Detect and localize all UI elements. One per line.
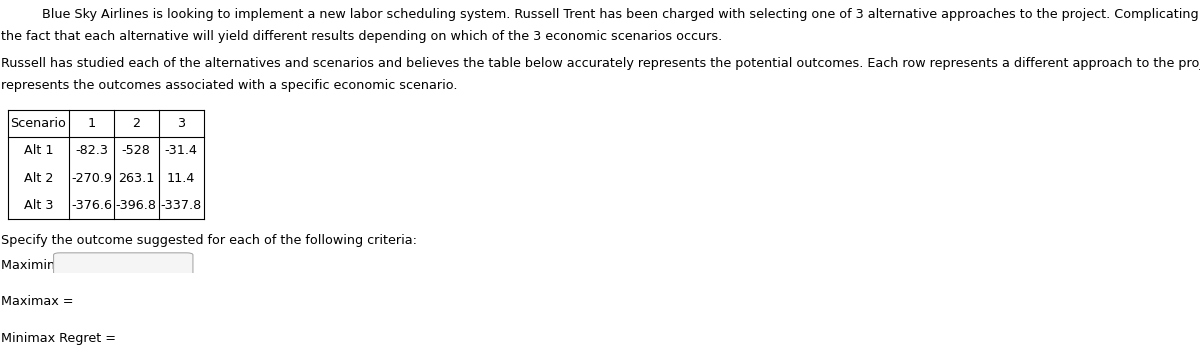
Text: represents the outcomes associated with a specific economic scenario.: represents the outcomes associated with … — [1, 79, 458, 92]
Text: 11.4: 11.4 — [167, 172, 196, 185]
Text: -528: -528 — [122, 145, 151, 157]
Text: -82.3: -82.3 — [74, 145, 108, 157]
FancyBboxPatch shape — [54, 289, 193, 314]
Text: Blue Sky Airlines is looking to implement a new labor scheduling system. Russell: Blue Sky Airlines is looking to implemen… — [30, 8, 1200, 21]
Text: Scenario: Scenario — [11, 117, 66, 130]
Text: Minimax Regret =: Minimax Regret = — [1, 332, 116, 345]
Text: 3: 3 — [178, 117, 185, 130]
FancyBboxPatch shape — [54, 253, 193, 278]
Text: -376.6: -376.6 — [71, 199, 112, 212]
Text: Maximax =: Maximax = — [1, 295, 74, 308]
Text: 2: 2 — [132, 117, 140, 130]
Text: 263.1: 263.1 — [118, 172, 155, 185]
Text: Maximin =: Maximin = — [1, 259, 71, 272]
Text: Alt 3: Alt 3 — [24, 199, 53, 212]
Text: -270.9: -270.9 — [71, 172, 112, 185]
Text: -396.8: -396.8 — [115, 199, 157, 212]
Text: -31.4: -31.4 — [164, 145, 198, 157]
Text: Alt 2: Alt 2 — [24, 172, 53, 185]
Text: Specify the outcome suggested for each of the following criteria:: Specify the outcome suggested for each o… — [1, 234, 418, 247]
Text: -337.8: -337.8 — [161, 199, 202, 212]
Text: Russell has studied each of the alternatives and scenarios and believes the tabl: Russell has studied each of the alternat… — [1, 57, 1200, 70]
Text: 1: 1 — [88, 117, 96, 130]
FancyBboxPatch shape — [79, 326, 218, 345]
Text: the fact that each alternative will yield different results depending on which o: the fact that each alternative will yiel… — [1, 30, 722, 43]
Text: Alt 1: Alt 1 — [24, 145, 53, 157]
